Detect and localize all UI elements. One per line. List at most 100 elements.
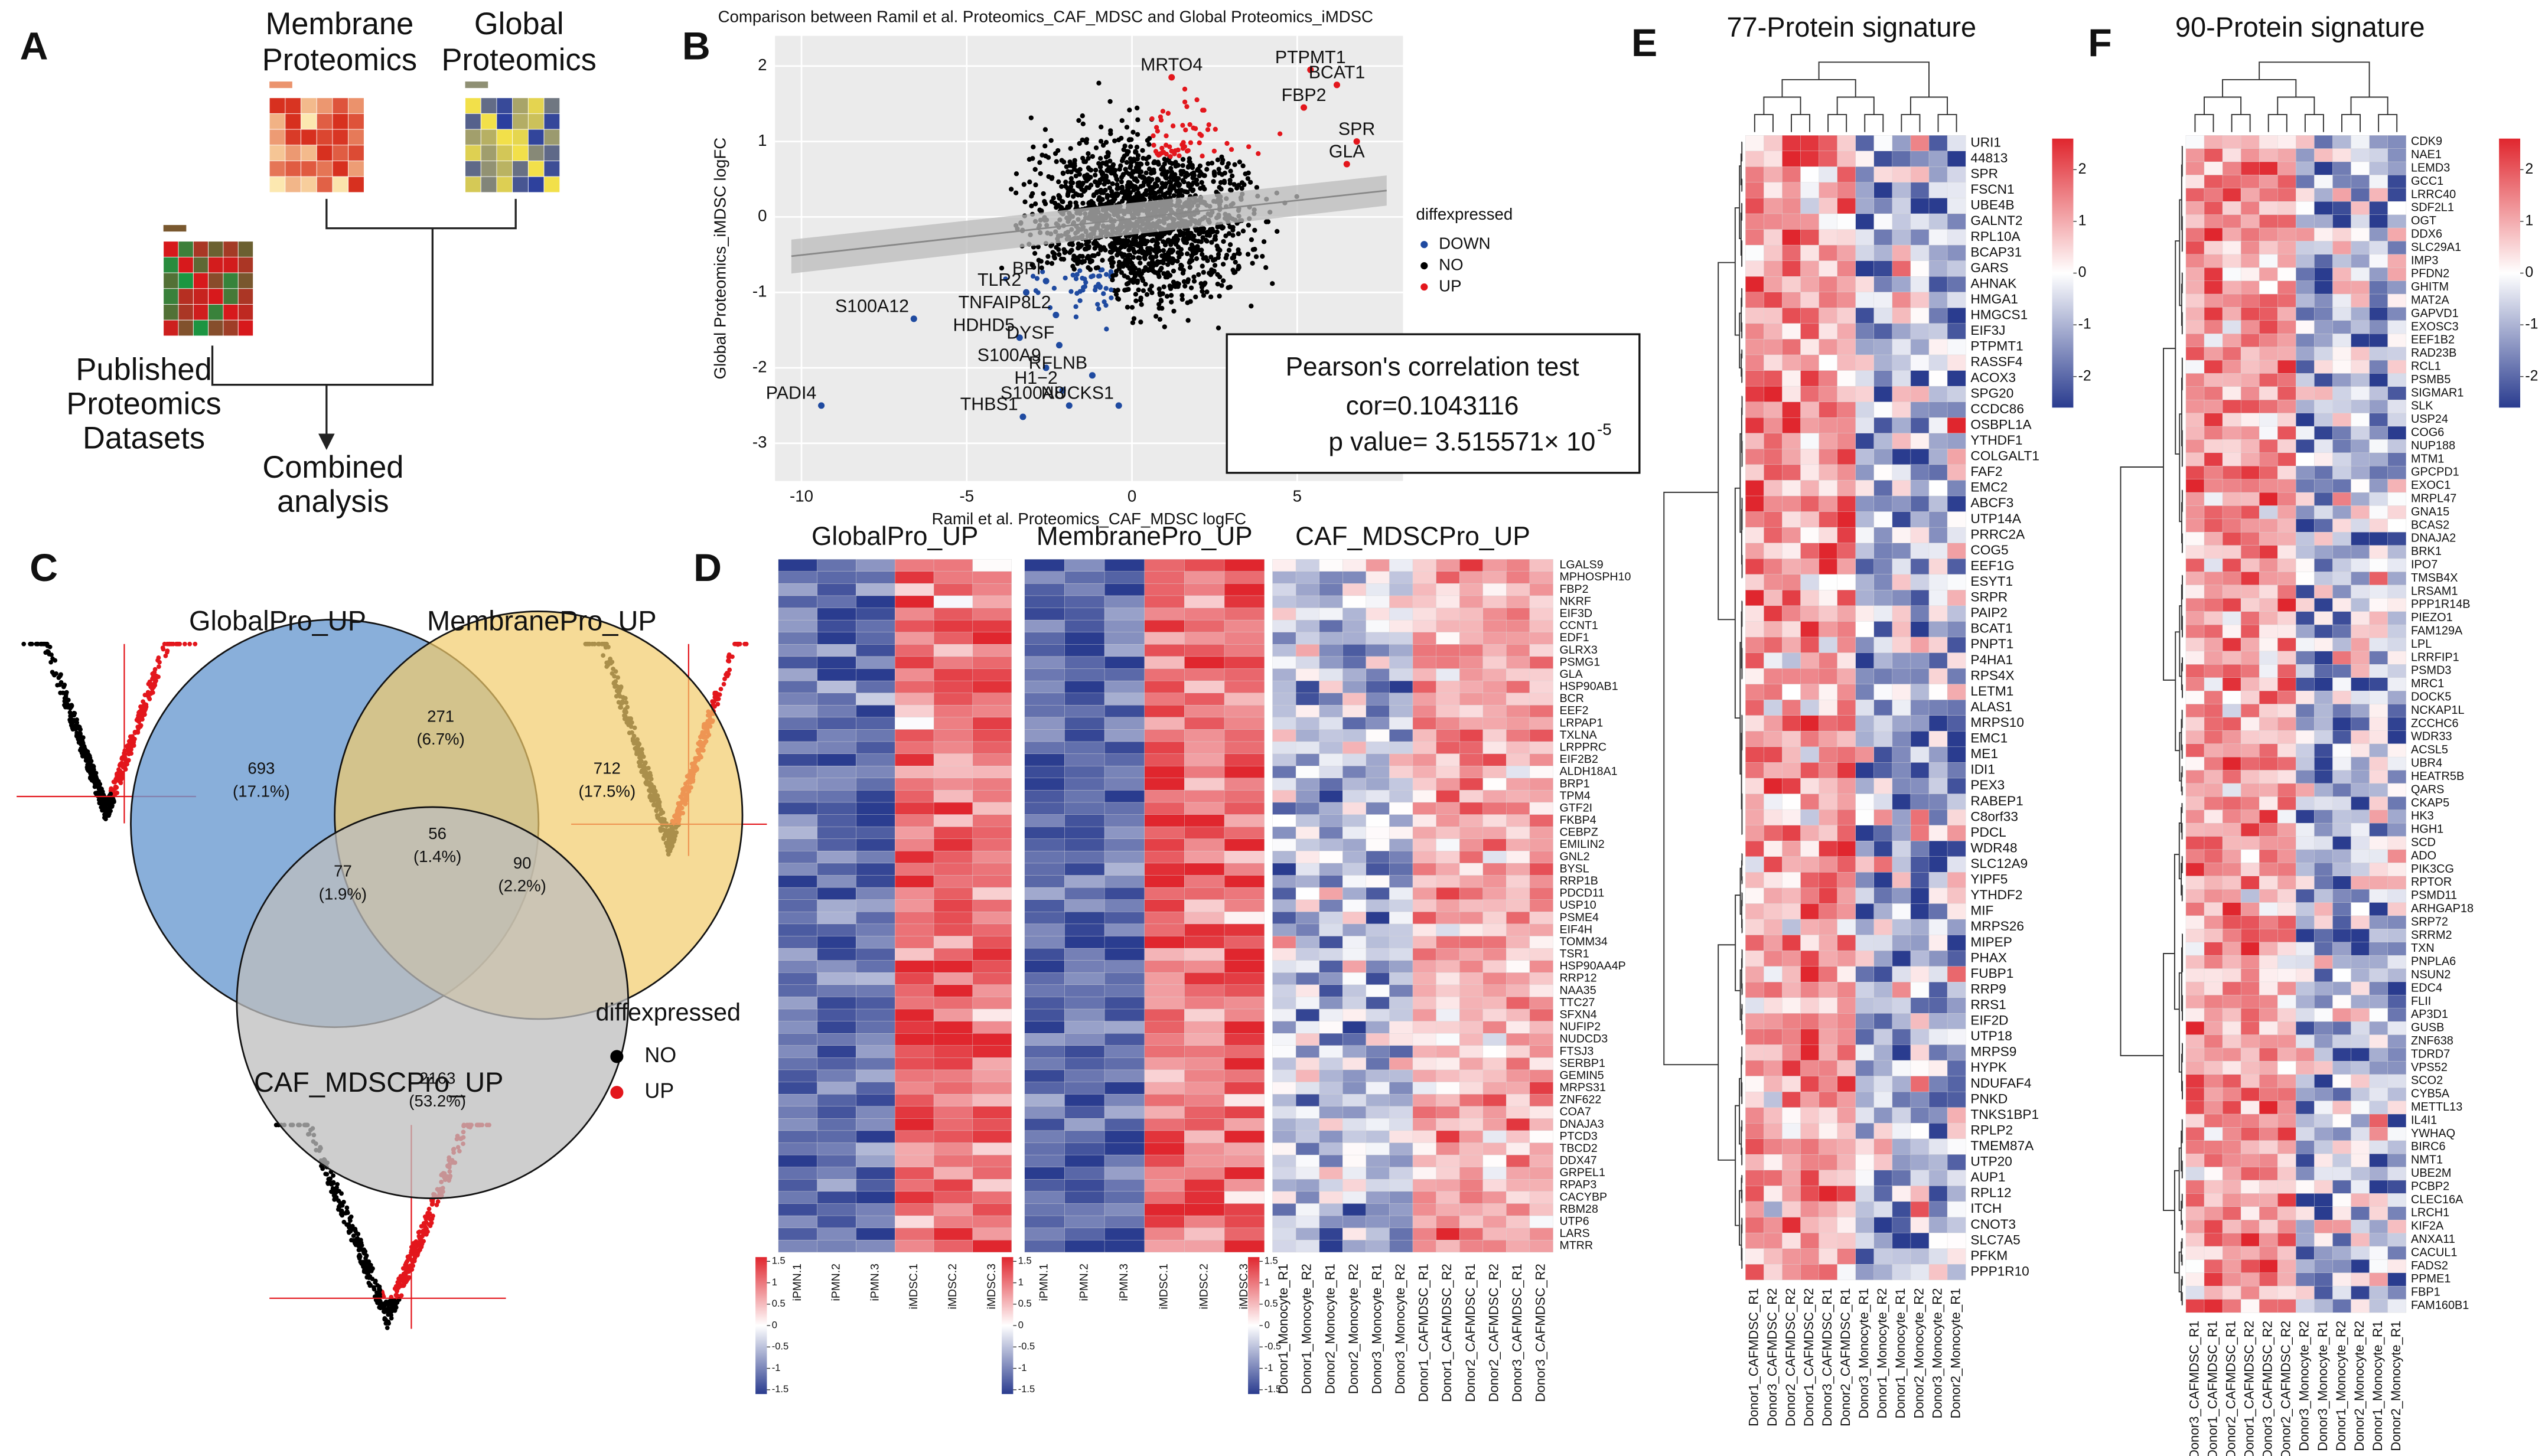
gene-label: HSP90AA4P (1560, 959, 1626, 972)
column-label: Donor2_CAFMDSC_R1 (1463, 1264, 1478, 1402)
heatmap-cell (1144, 644, 1185, 657)
heatmap-cell (1436, 997, 1460, 1010)
background-point (1176, 188, 1182, 193)
background-point (1180, 146, 1186, 151)
background-point (1131, 169, 1137, 174)
icon-cell (332, 97, 349, 114)
heatmap-cell (1319, 1142, 1343, 1155)
heatmap-cell (1506, 1033, 1530, 1046)
background-point (1191, 279, 1197, 284)
volcano-point (161, 647, 166, 652)
background-point (1190, 188, 1195, 194)
background-point (1063, 275, 1068, 280)
heatmap-cell (1024, 1033, 1065, 1046)
icon-cell (465, 113, 481, 130)
volcano-point (384, 1326, 390, 1330)
gene-label: PSME4 (1560, 911, 1599, 924)
heatmap-cell (1506, 778, 1530, 791)
heatmap-cell (1184, 863, 1225, 876)
heatmap-cell (1459, 1228, 1484, 1240)
heatmap-cell (1412, 1118, 1436, 1131)
background-point (1127, 107, 1132, 113)
heatmap-cell (1506, 644, 1530, 657)
heatmap-cell (1412, 972, 1436, 985)
background-point (1120, 263, 1126, 269)
background-point (1042, 201, 1048, 207)
heatmap-cell (778, 1069, 817, 1082)
heatmap-cell (1272, 693, 1296, 706)
heatmap-cell (1436, 644, 1460, 657)
heatmap-cell (1104, 644, 1145, 657)
heatmap-cell (1389, 595, 1413, 608)
heatmap-cell (1529, 875, 1553, 888)
heatmap-cell (1064, 838, 1105, 851)
background-point (1109, 171, 1114, 176)
background-point (1091, 192, 1097, 198)
heatmap-cell (1295, 1057, 1320, 1070)
heatmap-cell (1295, 693, 1320, 706)
heatmap-cell (1366, 668, 1390, 681)
heatmap-cell (1144, 1191, 1185, 1204)
heatmap-cell (1412, 1154, 1436, 1168)
background-point (1101, 291, 1106, 296)
heatmap-cell (1412, 1215, 1436, 1228)
heatmap-cell (1436, 1118, 1460, 1131)
icon-cell (512, 161, 529, 177)
volcano-point (331, 1173, 336, 1178)
background-point (1168, 185, 1173, 190)
heatmap-cell (895, 997, 934, 1010)
heatmap-cell (1064, 680, 1105, 694)
heatmap-cell (895, 802, 934, 815)
heatmap-cell (1459, 851, 1484, 864)
heatmap-cell (1412, 826, 1436, 840)
background-point (1253, 254, 1259, 259)
gene-label: GLRX3 (1560, 644, 1598, 657)
heatmap-cell (895, 790, 934, 803)
icon-cell (543, 176, 561, 193)
background-point (1152, 182, 1158, 187)
heatmap-cell (1144, 778, 1185, 791)
heatmap-cell (1366, 1033, 1390, 1046)
heatmap-cell (933, 729, 973, 742)
heatmap-cell (1482, 1033, 1507, 1046)
heatmap-cell (1342, 851, 1367, 864)
gene-label: NUFIP2 (1560, 1020, 1601, 1033)
y-tick-label: 0 (758, 207, 767, 225)
heatmap-cell (1342, 1057, 1367, 1070)
background-point (1157, 316, 1163, 322)
heatmap-cell (1389, 1082, 1413, 1095)
heatmap-cell (1482, 1106, 1507, 1119)
background-point (1051, 195, 1056, 201)
heatmap-cell (1064, 559, 1105, 572)
heatmap-cell (1184, 1082, 1225, 1095)
heatmap-cell (1506, 729, 1530, 742)
volcano-point (175, 641, 180, 647)
background-point (1080, 137, 1085, 143)
heatmap-cell (1184, 1228, 1225, 1240)
gene-label: MTRR (1560, 1239, 1594, 1252)
heatmap-cell (817, 656, 856, 669)
heatmap-cell (1482, 1057, 1507, 1070)
region-percent: (1.4%) (413, 847, 461, 866)
labeled-point (1353, 138, 1360, 145)
heatmap-cell (778, 1057, 817, 1070)
labeled-point (1343, 161, 1350, 168)
point-label: TLR2 (977, 270, 1021, 290)
background-point (1125, 260, 1130, 266)
column-label: Donor3_Monocyte_R2 (1393, 1264, 1407, 1394)
background-point (1185, 251, 1190, 256)
heatmap-cell (1366, 741, 1390, 754)
heatmap-cell (1412, 571, 1436, 584)
icon-cell (465, 145, 481, 161)
heatmap-cell (856, 790, 895, 803)
heatmap-cell (778, 912, 817, 925)
heatmap-cell (1319, 559, 1343, 572)
volcano-point (187, 641, 193, 647)
heatmap-cell (1184, 875, 1225, 888)
heatmap-cell (1224, 1203, 1265, 1216)
icon-cell (496, 97, 513, 114)
background-point (1148, 246, 1153, 252)
icon-cell (527, 176, 545, 193)
heatmap-cell (972, 1106, 1012, 1119)
heatmap-cell (1436, 1130, 1460, 1143)
